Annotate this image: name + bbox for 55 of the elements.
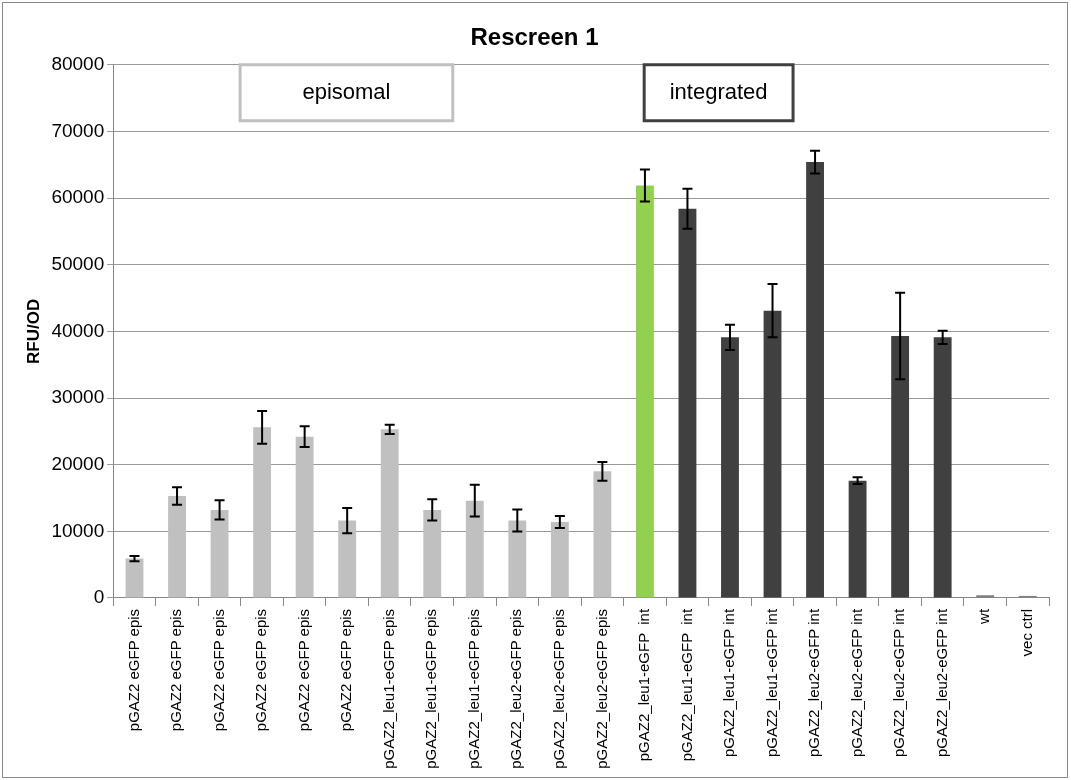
bar xyxy=(210,509,229,598)
y-tick-label: 80000 xyxy=(51,53,105,75)
x-tick-label: pGAZ2_leu2-eGFP epis xyxy=(507,608,525,769)
annotation: integrated xyxy=(669,78,768,104)
x-tick-label: pGAZ2_leu2-eGFP epis xyxy=(549,608,567,769)
annotation: episomal xyxy=(302,78,391,104)
x-tick-label: pGAZ2_leu2-eGFP epis xyxy=(592,608,610,769)
bar xyxy=(635,185,654,598)
y-tick-label: 20000 xyxy=(51,452,105,474)
x-tick-label: pGAZ2_leu1-eGFP epis xyxy=(464,608,482,769)
bar xyxy=(933,337,952,598)
y-tick-label: 50000 xyxy=(51,252,105,274)
x-tick-label: pGAZ2_leu2-eGFP int xyxy=(890,608,908,758)
x-tick-label: pGAZ2 eGFP epis xyxy=(252,608,270,732)
bar xyxy=(848,480,867,598)
x-tick-label: vec ctrl xyxy=(1017,608,1035,657)
x-tick-label: pGAZ2_leu1-eGFP int xyxy=(677,608,695,762)
y-tick-label: 40000 xyxy=(51,319,105,341)
x-tick-label: pGAZ2 eGFP epis xyxy=(209,608,227,732)
x-tick-label: pGAZ2_leu1-eGFP int xyxy=(635,608,653,762)
bar xyxy=(721,337,739,598)
bar xyxy=(380,429,399,598)
y-tick-label: 70000 xyxy=(51,119,105,141)
bar xyxy=(338,520,357,598)
x-tick-label: pGAZ2 eGFP epis xyxy=(124,608,142,732)
y-tick-label: 30000 xyxy=(51,386,105,408)
x-tick-label: pGAZ2 eGFP epis xyxy=(167,608,185,732)
x-tick-label: pGAZ2_leu2-eGFP int xyxy=(847,608,865,758)
x-tick-label: pGAZ2 eGFP epis xyxy=(294,608,312,732)
bar xyxy=(508,520,527,598)
y-axis-title: RFU/OD xyxy=(23,298,43,364)
x-tick-label: wt xyxy=(975,608,993,625)
bar xyxy=(125,558,144,598)
chart-title: Rescreen 1 xyxy=(470,23,599,51)
x-tick-label: pGAZ2_leu2-eGFP int xyxy=(932,608,950,758)
bar xyxy=(550,521,569,598)
bar xyxy=(295,436,314,598)
bar xyxy=(423,509,442,598)
y-tick-label: 10000 xyxy=(51,519,105,541)
bar xyxy=(891,336,910,598)
bar xyxy=(763,310,782,598)
y-tick-label: 60000 xyxy=(51,186,105,208)
bar xyxy=(168,495,186,598)
bar xyxy=(253,427,272,598)
bar xyxy=(593,471,612,598)
x-tick-label: pGAZ2_leu1-eGFP epis xyxy=(422,608,440,769)
x-tick-label: pGAZ2_leu1-eGFP epis xyxy=(379,608,397,769)
bar xyxy=(678,208,697,598)
x-tick-label: pGAZ2_leu2-eGFP int xyxy=(805,608,823,758)
bar xyxy=(806,162,824,598)
x-tick-label: pGAZ2_leu1-eGFP int xyxy=(720,608,738,758)
x-tick-label: pGAZ2_leu1-eGFP int xyxy=(762,608,780,758)
bar xyxy=(465,500,484,598)
y-tick-label: 0 xyxy=(93,586,105,608)
x-tick-label: pGAZ2 eGFP epis xyxy=(337,608,355,732)
